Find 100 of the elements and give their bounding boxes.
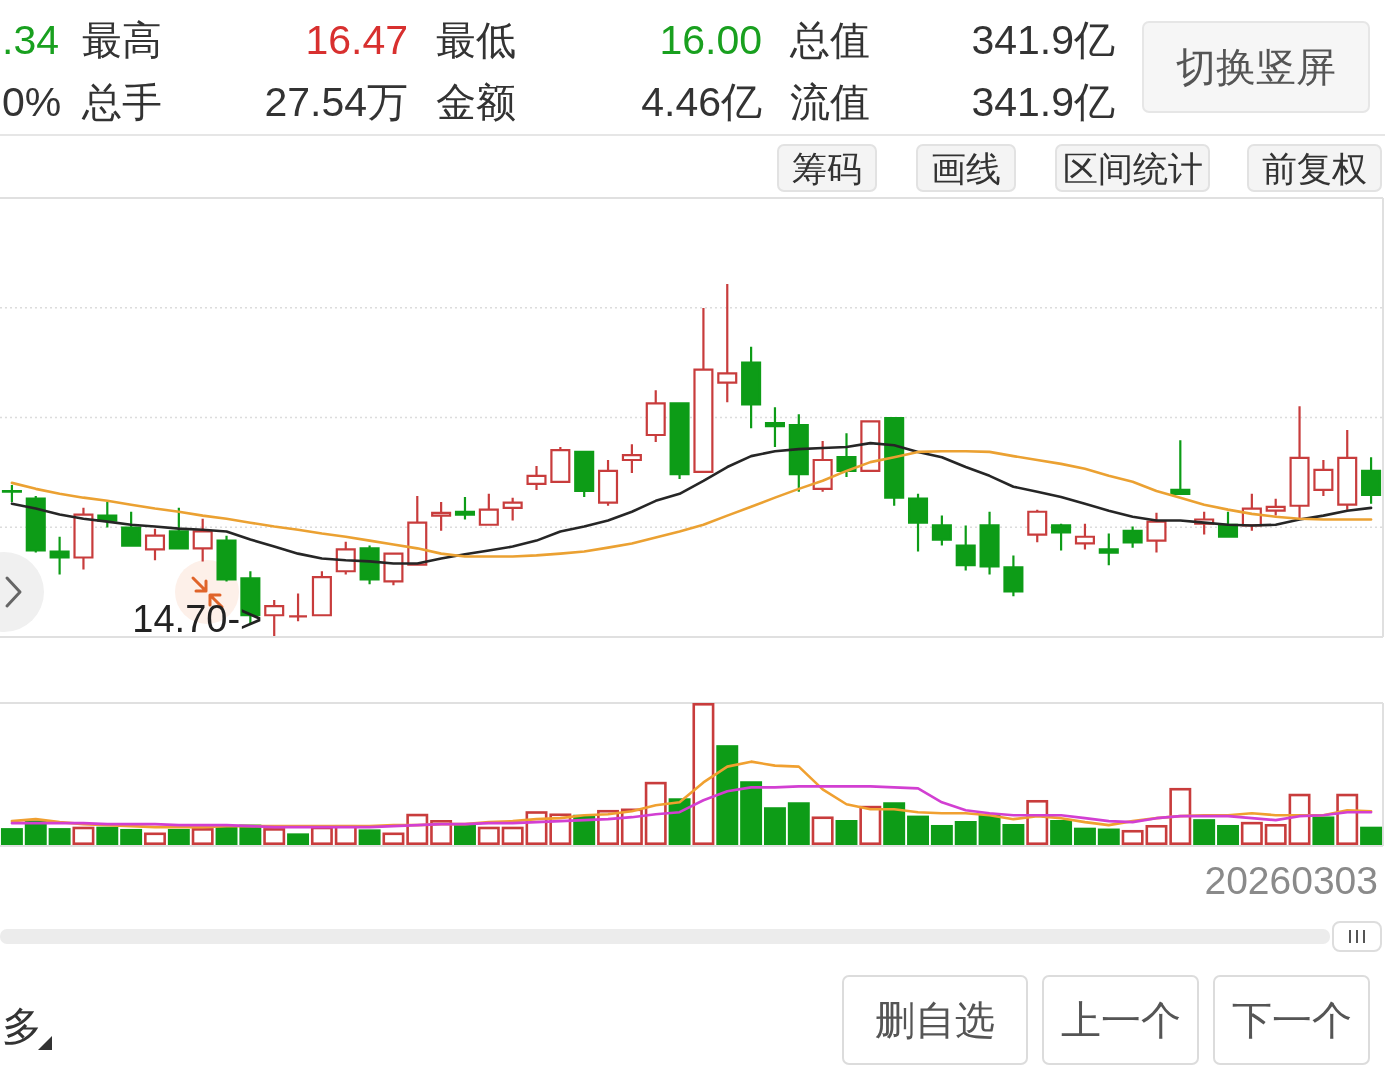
bar [787,802,810,845]
bar [907,815,929,845]
bar [48,828,71,845]
bar [1240,821,1263,845]
bar [954,821,977,845]
bar [0,828,23,845]
candlestick [383,551,404,587]
text: .34 [2,17,59,63]
candlestick [121,510,142,547]
bar [1360,826,1383,845]
bar [477,826,500,845]
candlestick [1146,511,1167,554]
bar [1217,824,1239,845]
bar [1097,828,1120,845]
bar [835,820,858,845]
candlestick [1,483,22,503]
bar [859,805,882,845]
text: 4.46亿 [641,79,762,125]
candlestick [1122,525,1143,549]
candlestick [1313,458,1334,497]
text: 16.47 [305,17,408,63]
candlestick [431,500,452,532]
text: 341.9亿 [971,17,1115,63]
bar [263,828,286,845]
text: 总手 [81,80,162,124]
candlestick [621,443,642,475]
candlestick [764,406,785,449]
candlestick [1074,522,1095,551]
candlestick [1361,456,1382,505]
candlestick [955,524,976,572]
candlestick [192,517,213,563]
button: 删自选 [842,975,1028,1065]
candlestick [526,464,547,492]
bar [1026,799,1049,845]
candlestick [1337,428,1358,511]
candlestick [454,495,476,521]
bar [191,828,214,845]
candlestick [73,506,94,571]
candlestick [931,514,952,547]
candlestick [693,306,714,474]
text: 20260303 [1204,859,1378,902]
bar [120,828,143,845]
candlestick [1051,522,1072,552]
candlestick [550,445,571,483]
candlestick [144,527,166,562]
bar [1121,829,1144,845]
button: 下一个 [1213,975,1370,1065]
bar [144,832,166,845]
candlestick [979,510,1000,576]
bar [644,781,667,845]
bar [811,816,834,845]
candlestick [812,439,833,493]
candlestick [598,458,619,507]
candlestick [216,534,237,583]
bar [1312,816,1335,845]
text: 金额 [436,80,516,124]
candlestick [49,535,70,576]
candlestick [1217,510,1239,539]
candlestick [741,345,762,430]
bar [930,824,953,845]
bar [883,802,906,845]
candlestick [788,413,809,493]
text: 最低 [436,18,516,62]
bar [716,745,739,845]
bar [96,826,119,845]
candlestick [25,494,46,554]
candlestick [311,570,332,617]
candlestick [1027,508,1048,544]
button: 筹码 [777,144,877,192]
button: 切换竖屏 [1142,21,1370,113]
text: 流值 [790,80,870,124]
text: 16.00 [659,17,762,63]
text: 27.54万 [264,79,408,125]
candlestick [1265,497,1286,517]
button: 区间统计 [1055,144,1210,192]
candlestick [288,592,309,623]
bar [1073,827,1096,845]
bar [1264,823,1287,845]
candlestick [359,544,380,586]
text: 多 [2,1004,42,1048]
button: 前复权 [1247,144,1382,192]
candlestick [168,506,189,550]
candlestick [478,492,499,526]
bar [692,703,715,845]
bar [1288,793,1311,845]
candlestick [907,492,929,553]
candlestick [645,389,666,444]
bar [167,828,190,845]
bar [358,829,381,845]
bar [215,826,238,845]
candlestick [574,450,595,499]
candlestick [1098,532,1119,567]
text: 总值 [789,18,870,62]
button: 上一个 [1042,975,1199,1065]
candlestick [717,282,738,404]
bar [740,781,763,845]
annotation: 14.70-> [132,598,263,640]
candlestick [1003,554,1024,598]
bar [72,826,95,845]
text: 341.9亿 [971,79,1115,125]
